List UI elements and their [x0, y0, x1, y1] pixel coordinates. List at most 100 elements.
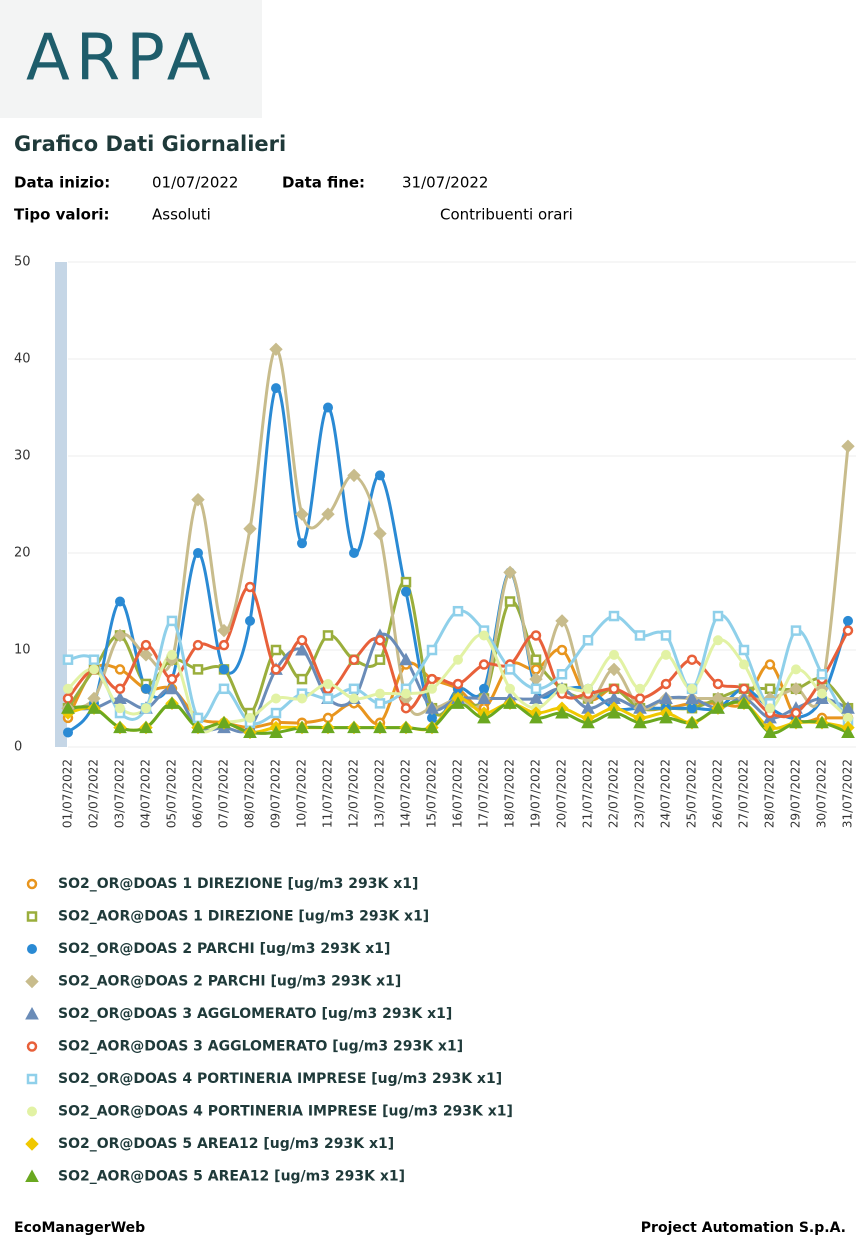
point [660, 678, 672, 690]
x-tick-label: 14/07/2022 [399, 759, 413, 828]
point [374, 698, 386, 709]
point [816, 669, 828, 680]
point [478, 659, 490, 670]
point [61, 701, 75, 714]
x-tick-label: 11/07/2022 [321, 759, 335, 828]
point [375, 470, 385, 481]
point [295, 720, 309, 734]
point [141, 703, 151, 714]
info-label: Data inizio: [14, 174, 110, 192]
point [244, 581, 256, 593]
point [166, 673, 178, 685]
point [685, 691, 699, 704]
point [529, 710, 543, 724]
point [271, 383, 281, 394]
point [503, 565, 517, 580]
point [479, 630, 489, 641]
point [115, 703, 125, 714]
point [89, 664, 99, 675]
point [425, 720, 439, 734]
x-tick-label: 24/07/2022 [659, 759, 673, 828]
x-tick-label: 16/07/2022 [451, 759, 465, 828]
info-value: 01/07/2022 [152, 174, 238, 192]
point [713, 635, 723, 646]
point [556, 669, 568, 680]
legend-label: SO2_OR@DOAS 5 AREA12 [ug/m3 293K x1] [58, 1136, 394, 1152]
point [452, 605, 464, 617]
point [271, 693, 281, 704]
x-tick-label: 26/07/2022 [711, 759, 725, 828]
point [634, 693, 646, 704]
point [399, 720, 413, 734]
point [503, 696, 517, 709]
point [791, 664, 801, 675]
legend-label: SO2_OR@DOAS 3 AGGLOMERATO [ug/m3 293K x1… [58, 1006, 452, 1022]
point [711, 701, 725, 714]
point [505, 683, 515, 694]
point [452, 678, 464, 690]
point [348, 683, 360, 695]
legend-marker [26, 1073, 38, 1085]
point [63, 727, 73, 738]
point [141, 683, 151, 694]
legend-label: SO2_OR@DOAS 4 PORTINERIA IMPRESE [ug/m3 … [58, 1071, 502, 1087]
point [815, 715, 829, 729]
point [374, 654, 386, 665]
point [530, 654, 542, 665]
x-tick-label: 03/07/2022 [113, 759, 127, 828]
x-tick-label: 08/07/2022 [243, 759, 257, 828]
point [322, 693, 334, 704]
x-tick-label: 12/07/2022 [347, 759, 361, 828]
point [453, 654, 463, 665]
point [139, 720, 153, 734]
point [114, 664, 126, 675]
info-value: 31/07/2022 [402, 174, 488, 192]
point [556, 644, 568, 656]
mode: Contribuenti orari [440, 206, 573, 224]
point [607, 662, 621, 677]
point [608, 610, 620, 622]
point [660, 630, 672, 641]
legend-label: SO2_OR@DOAS 1 DIREZIONE [ug/m3 293K x1] [58, 876, 418, 892]
point [425, 701, 439, 714]
point [374, 635, 386, 646]
point [192, 664, 204, 675]
point [191, 720, 205, 734]
point [296, 673, 308, 685]
point [218, 683, 230, 695]
legend-marker [25, 1137, 39, 1151]
point [555, 614, 569, 628]
x-tick-label: 02/07/2022 [87, 759, 101, 828]
point [217, 715, 231, 729]
point [427, 683, 437, 694]
point [686, 654, 698, 665]
info-label: Data fine: [282, 174, 365, 192]
point [166, 615, 178, 627]
point [165, 681, 179, 695]
point [270, 644, 282, 656]
point [789, 715, 803, 729]
point [400, 702, 412, 714]
point [477, 691, 491, 704]
title: Grafico Dati Giornalieri [14, 132, 286, 156]
point [321, 720, 335, 734]
point [659, 691, 673, 704]
legend-label: SO2_OR@DOAS 2 PARCHI [ug/m3 293K x1] [58, 941, 390, 957]
point [295, 507, 309, 521]
point [685, 715, 699, 729]
point [191, 492, 205, 507]
point [401, 586, 411, 597]
legend-marker [25, 1006, 39, 1020]
legend-marker [26, 911, 38, 922]
point [764, 683, 776, 695]
y-tick-label: 40 [14, 352, 31, 367]
point [217, 623, 231, 638]
x-tick-label: 27/07/2022 [737, 759, 751, 828]
point [841, 439, 855, 454]
point [88, 654, 100, 665]
legend-marker [27, 944, 37, 954]
point [843, 615, 853, 626]
point [373, 720, 387, 734]
legend-label: SO2_AOR@DOAS 2 PARCHI [ug/m3 293K x1] [58, 974, 401, 990]
